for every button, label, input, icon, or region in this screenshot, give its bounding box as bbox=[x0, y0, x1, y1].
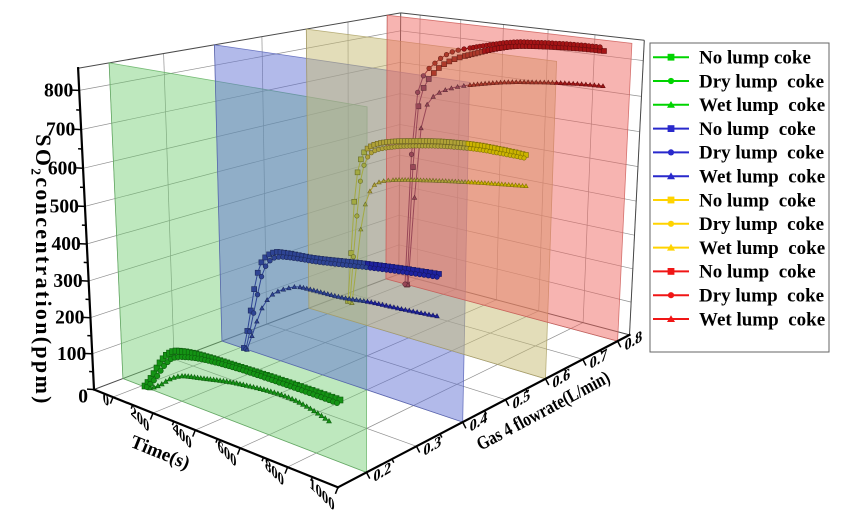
svg-text:No lump coke: No lump coke bbox=[699, 190, 816, 211]
svg-text:800: 800 bbox=[44, 80, 73, 101]
svg-text:Dry lump coke: Dry lump coke bbox=[699, 214, 824, 235]
svg-text:Dry lump coke: Dry lump coke bbox=[699, 71, 824, 92]
svg-text:300: 300 bbox=[53, 271, 82, 292]
svg-text:Wet lump coke: Wet lump coke bbox=[699, 167, 825, 188]
svg-text:Wet lump coke: Wet lump coke bbox=[699, 95, 825, 116]
svg-text:Dry lump coke: Dry lump coke bbox=[699, 143, 824, 164]
svg-text:Dry lump coke: Dry lump coke bbox=[699, 286, 824, 307]
svg-text:No lump coke: No lump coke bbox=[699, 119, 816, 140]
svg-text:200: 200 bbox=[55, 308, 84, 329]
svg-text:No lump coke: No lump coke bbox=[699, 48, 811, 69]
svg-text:Wet lump coke: Wet lump coke bbox=[699, 309, 825, 330]
svg-text:0: 0 bbox=[78, 387, 88, 408]
svg-text:No lump coke: No lump coke bbox=[699, 262, 816, 283]
svg-text:Wet lump coke: Wet lump coke bbox=[699, 238, 825, 259]
svg-text:100: 100 bbox=[57, 344, 86, 365]
